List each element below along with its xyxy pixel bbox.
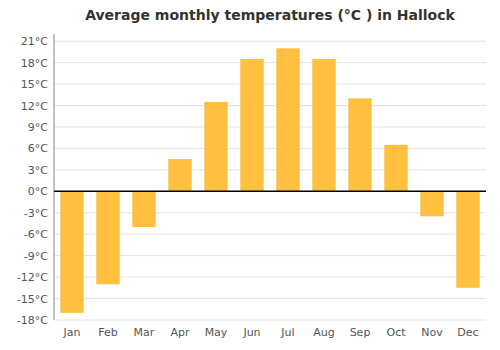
- bar: [348, 98, 371, 191]
- y-axis-line: [54, 34, 55, 320]
- bar: [60, 191, 83, 313]
- y-tick-label: -3°C: [24, 207, 48, 220]
- grid-line: [54, 62, 486, 63]
- x-tick-label: Jun: [242, 326, 260, 339]
- y-tick-label: 21°C: [21, 35, 48, 48]
- grid-line: [54, 84, 486, 85]
- y-tick-label: -9°C: [24, 250, 48, 263]
- bar: [456, 191, 479, 288]
- chart-container: Average monthly temperatures (°C ) in Ha…: [0, 0, 500, 350]
- grid-line: [54, 191, 486, 192]
- x-tick-label: Oct: [386, 326, 406, 339]
- grid-line: [54, 105, 486, 106]
- x-tick-label: Jul: [280, 326, 294, 339]
- bar: [132, 191, 155, 227]
- chart: Average monthly temperatures (°C ) in Ha…: [0, 0, 500, 350]
- y-tick-label: -12°C: [17, 271, 48, 284]
- x-tick-label: Mar: [134, 326, 155, 339]
- grid-line: [54, 320, 486, 321]
- x-tick-label: Dec: [457, 326, 478, 339]
- bar: [168, 159, 191, 191]
- grid-line: [54, 41, 486, 42]
- x-tick-label: Aug: [313, 326, 334, 339]
- bars: [60, 48, 479, 313]
- y-tick-label: 18°C: [21, 57, 48, 70]
- x-tick-label: Nov: [421, 326, 443, 339]
- bar: [240, 59, 263, 191]
- x-tick-label: Apr: [170, 326, 190, 339]
- grid-line: [54, 169, 486, 170]
- x-tick-label: Feb: [98, 326, 117, 339]
- bar: [312, 59, 335, 191]
- y-axis-group: -18°C -15°C -12°C -9°C -6°C -3°C 0°C 3°C 6°C 9°C 1…: [17, 35, 486, 327]
- zero-line: [54, 191, 486, 193]
- grid-line: [54, 298, 486, 299]
- bar: [276, 48, 299, 191]
- title: Average monthly temperatures (°C ) in Ha…: [85, 7, 455, 23]
- x-tick-label: Sep: [350, 326, 371, 339]
- grid-line: [54, 148, 486, 149]
- x-tick-label: May: [205, 326, 228, 339]
- y-tick-label: 3°C: [28, 164, 48, 177]
- y-tick-label: 15°C: [21, 78, 48, 91]
- y-tick-label: -18°C: [17, 314, 48, 327]
- bar: [204, 102, 227, 191]
- y-tick-label: 6°C: [28, 142, 48, 155]
- y-tick-label: -6°C: [24, 228, 48, 241]
- y-tick-label: 12°C: [21, 100, 48, 113]
- y-tick-label: 0°C: [28, 185, 48, 198]
- x-tick-label: Jan: [63, 326, 81, 339]
- y-tick-label: 9°C: [28, 121, 48, 134]
- bar: [96, 191, 119, 284]
- bar: [420, 191, 443, 216]
- y-tick-label: -15°C: [17, 293, 48, 306]
- x-axis-group: Jan Feb Mar Apr May Jun Jul Aug Sep Oct Nov Dec: [63, 326, 479, 339]
- bar: [384, 145, 407, 191]
- grid-line: [54, 126, 486, 127]
